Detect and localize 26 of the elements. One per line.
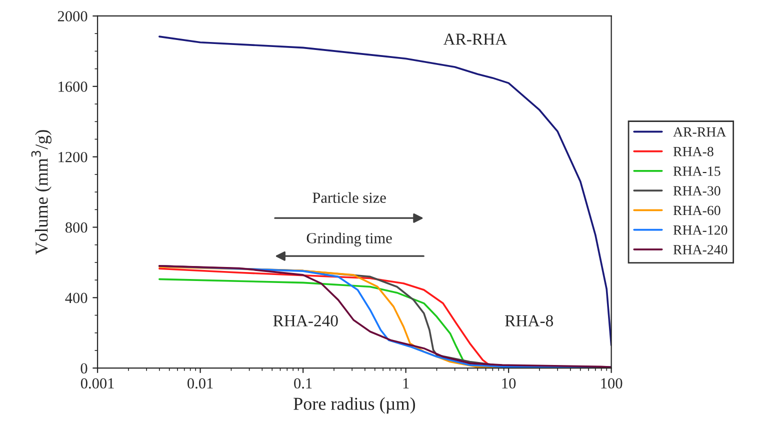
x-tick-label: 0.1 [294,378,312,389]
legend-label: AR-RHA [673,127,726,137]
x-tick-label: 1 [403,378,409,388]
y-tick-label: 800 [65,222,88,233]
y-axis-title: Volume (mm$^{3}$/g) [31,130,52,255]
annotation: RHA-8 [505,315,554,326]
annotation: RHA-240 [273,315,338,326]
x-tick-label: 100 [601,378,622,389]
y-tick-label: 0 [80,363,88,374]
legend-label: RHA-120 [673,225,728,235]
legend-label: RHA-240 [673,245,728,254]
x-tick-label: 0.001 [80,378,114,389]
x-tick-label: 10 [502,378,516,389]
x-axis-title: Pore radius (µm) [294,397,415,414]
legend-label: RHA-60 [673,206,720,216]
legend-label: RHA-8 [673,146,714,156]
legend-label: RHA-15 [673,166,720,176]
legend-label: RHA-30 [673,186,720,196]
annotation: AR-RHA [443,34,507,45]
x-tick-label: 0.01 [188,378,213,389]
y-tick-label: 2000 [58,11,88,22]
y-tick-label: 1600 [58,82,88,92]
annotation: Particle size [312,192,386,203]
y-tick-label: 400 [65,292,88,304]
annotation: Grinding time [306,232,392,247]
y-tick-label: 1200 [58,152,88,162]
